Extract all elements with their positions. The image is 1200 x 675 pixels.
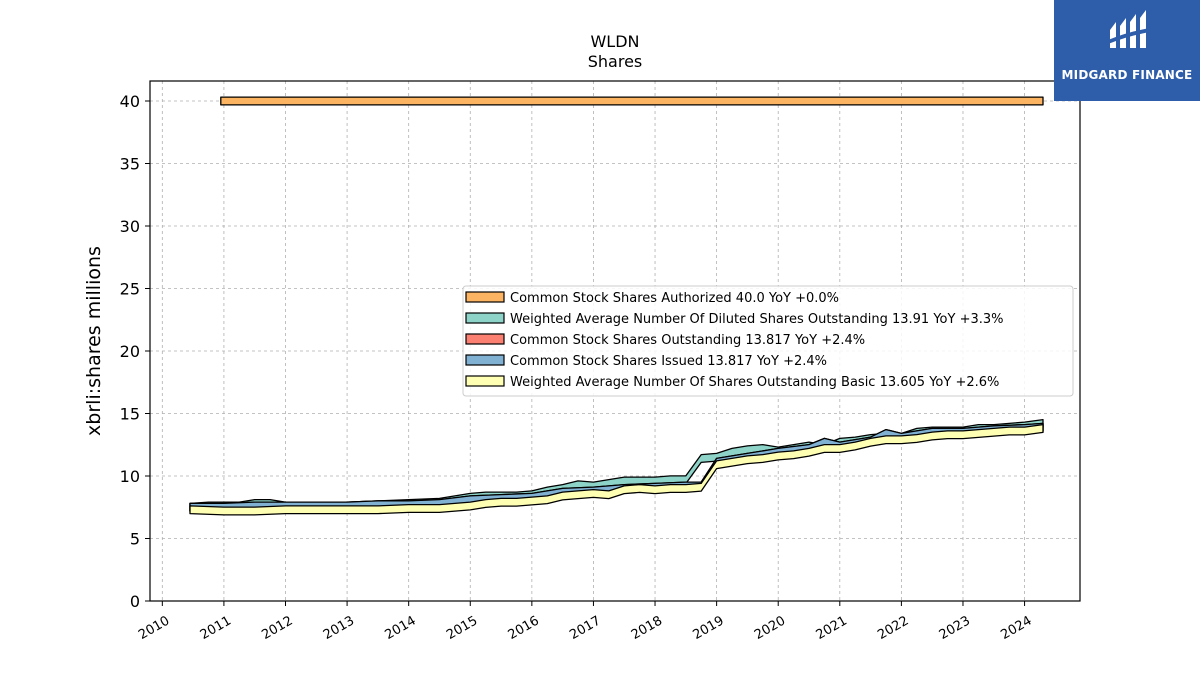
y-tick-label: 30 [120, 217, 140, 236]
midgard-finance-logo: MIDGARD FINANCE [1054, 0, 1200, 101]
legend-item-label: Common Stock Shares Issued 13.817 YoY +2… [510, 354, 827, 369]
x-tick-label: 2016 [506, 613, 542, 643]
x-tick-label: 2022 [875, 613, 911, 643]
y-axis: 0 5 10 15 20 25 30 35 40 [120, 92, 150, 611]
y-tick-label: 0 [130, 592, 140, 611]
x-tick-label: 2013 [321, 613, 357, 643]
x-tick-label: 2021 [814, 613, 850, 643]
x-tick-label: 2010 [136, 613, 172, 643]
y-tick-label: 20 [120, 342, 140, 361]
series-0-band [220, 96, 1044, 106]
legend-item-label: Common Stock Shares Outstanding 13.817 Y… [510, 333, 865, 348]
x-axis: 2010 2011 2012 2013 2014 2015 2016 2017 2018 2019… [136, 601, 1035, 643]
y-axis-label: xbrli:shares millions [83, 246, 105, 436]
x-tick-label: 2023 [937, 613, 973, 643]
series-area [189, 423, 1044, 516]
x-tick-label: 2011 [198, 613, 234, 643]
chart-title: WLDN [590, 32, 639, 51]
x-tick-label: 2024 [998, 613, 1034, 643]
x-tick-label: 2020 [752, 613, 788, 643]
x-tick-label: 2015 [444, 613, 480, 643]
x-tick-label: 2014 [383, 613, 419, 643]
y-tick-label: 5 [130, 530, 140, 549]
y-tick-label: 40 [120, 92, 140, 111]
legend-item-label: Common Stock Shares Authorized 40.0 YoY … [510, 291, 839, 306]
legend-item-label: Weighted Average Number Of Diluted Share… [510, 312, 1004, 327]
legend-swatch [465, 333, 505, 345]
legend-item-label: Weighted Average Number Of Shares Outsta… [510, 375, 999, 390]
legend-swatch [465, 354, 505, 366]
y-tick-label: 15 [120, 405, 140, 424]
legend-swatch [465, 375, 505, 387]
legend: Common Stock Shares Authorized 40.0 YoY … [462, 285, 1074, 397]
x-tick-label: 2019 [690, 613, 726, 643]
series-area [220, 96, 1044, 106]
legend-box [462, 285, 1074, 397]
x-tick-label: 2018 [629, 613, 665, 643]
x-tick-label: 2012 [259, 613, 295, 643]
plot-frame [149, 80, 1081, 602]
y-tick-label: 25 [120, 280, 140, 299]
y-tick-label: 35 [120, 155, 140, 174]
y-tick-label: 10 [120, 467, 140, 486]
series-layer [189, 96, 1044, 516]
logo-text: MIDGARD FINANCE [1061, 68, 1193, 82]
x-tick-label: 2017 [567, 613, 603, 643]
midgard-logo-icon [1108, 10, 1150, 48]
chart-subtitle: Shares [588, 52, 643, 71]
legend-swatch [465, 312, 505, 324]
legend-swatch [465, 291, 505, 303]
series-4-band [189, 423, 1044, 516]
